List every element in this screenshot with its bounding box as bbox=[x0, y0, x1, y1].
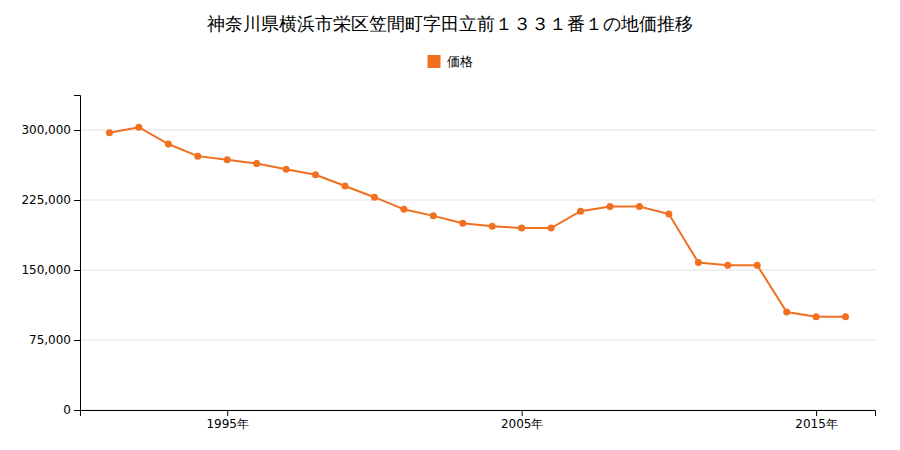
y-tick: 300,000 bbox=[21, 123, 80, 137]
y-tick-mark bbox=[74, 410, 80, 411]
grid-line bbox=[80, 130, 875, 131]
y-tick-mark bbox=[74, 130, 80, 131]
chart: 1995年 2005年 2015年 0 75,000 150,000 225,000 300,… bbox=[0, 0, 900, 450]
marker bbox=[400, 206, 407, 213]
x-tick-mark bbox=[227, 410, 228, 416]
y-tick-label: 300,000 bbox=[21, 123, 71, 137]
line bbox=[109, 127, 845, 316]
marker bbox=[695, 259, 702, 266]
plot-area bbox=[106, 124, 849, 320]
legend-label: 価格 bbox=[447, 54, 473, 69]
x-tick-label: 2015年 bbox=[795, 417, 838, 431]
x-tick: 2005年 bbox=[501, 410, 544, 431]
marker bbox=[607, 203, 614, 210]
grid-line bbox=[80, 340, 875, 341]
marker bbox=[754, 262, 761, 269]
x-tick-label: 2005年 bbox=[501, 417, 544, 431]
marker bbox=[342, 183, 349, 190]
marker bbox=[312, 171, 319, 178]
marker bbox=[636, 203, 643, 210]
y-tick-mark bbox=[74, 340, 80, 341]
legend: 価格 bbox=[428, 54, 473, 69]
marker bbox=[813, 313, 820, 320]
x-tick-mark bbox=[522, 410, 523, 416]
marker bbox=[548, 225, 555, 232]
marker bbox=[842, 313, 849, 320]
marker bbox=[371, 194, 378, 201]
marker bbox=[489, 223, 496, 230]
x-tick: 2015年 bbox=[795, 410, 838, 431]
title: 神奈川県横浜市栄区笠間町字田立前１３３１番１の地価推移 bbox=[207, 13, 693, 34]
grid-line bbox=[80, 200, 875, 201]
y-tick: 150,000 bbox=[21, 263, 80, 277]
y-tick-label: 75,000 bbox=[29, 333, 71, 347]
legend-item: 価格 bbox=[428, 54, 473, 69]
legend-swatch bbox=[428, 55, 441, 68]
y-tick-mark bbox=[74, 270, 80, 271]
marker bbox=[665, 211, 672, 218]
x-axis: 1995年 2005年 2015年 bbox=[81, 410, 876, 431]
marker bbox=[253, 160, 260, 167]
marker bbox=[783, 309, 790, 316]
grid-line bbox=[80, 270, 875, 271]
marker bbox=[283, 166, 290, 173]
marker bbox=[430, 212, 437, 219]
marker bbox=[165, 141, 172, 148]
x-axis-line bbox=[81, 411, 876, 417]
y-tick-label: 225,000 bbox=[21, 193, 71, 207]
marker bbox=[224, 156, 231, 163]
y-tick: 0 bbox=[63, 403, 80, 417]
marker bbox=[106, 129, 113, 136]
y-tick-label: 150,000 bbox=[21, 263, 71, 277]
marker bbox=[459, 220, 466, 227]
y-tick-mark bbox=[74, 200, 80, 201]
marker bbox=[194, 153, 201, 160]
y-tick: 225,000 bbox=[21, 193, 80, 207]
marker bbox=[518, 225, 525, 232]
y-tick-label: 0 bbox=[63, 403, 71, 417]
y-axis-line bbox=[74, 96, 81, 411]
grid bbox=[80, 130, 875, 410]
marker bbox=[724, 262, 731, 269]
x-tick-label: 1995年 bbox=[206, 417, 249, 431]
y-tick: 75,000 bbox=[29, 333, 80, 347]
x-tick: 1995年 bbox=[206, 410, 249, 431]
marker bbox=[135, 124, 142, 131]
marker bbox=[577, 208, 584, 215]
y-axis: 0 75,000 150,000 225,000 300,000 bbox=[21, 96, 80, 418]
x-tick-mark bbox=[816, 410, 817, 416]
